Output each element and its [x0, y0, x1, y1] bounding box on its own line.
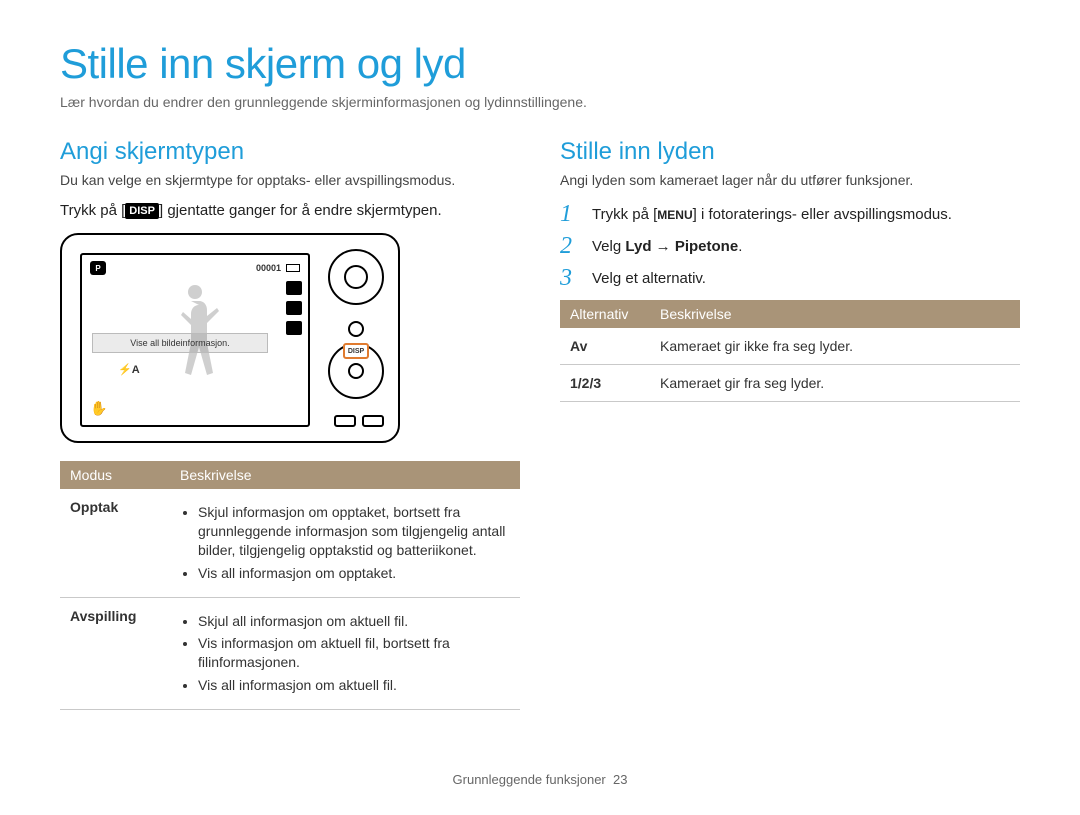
s2-b1: Lyd: [625, 238, 651, 255]
flash-label: A: [132, 364, 140, 376]
table-row: 1/2/3 Kameraet gir fra seg lyder.: [560, 365, 1020, 402]
step-text: Velg Lyd → Pipetone.: [592, 234, 742, 255]
left-heading: Angi skjermtypen: [60, 138, 520, 166]
list-item: Vis all informasjon om opptaket.: [198, 564, 510, 583]
step-3: 3 Velg et alternativ.: [560, 266, 1020, 290]
battery-icon: [286, 264, 300, 272]
page-footer: Grunnleggende funksjoner 23: [0, 772, 1080, 787]
step-number: 3: [560, 266, 580, 290]
step-2: 2 Velg Lyd → Pipetone.: [560, 234, 1020, 258]
instr-post: ] gjentatte ganger for å endre skjermtyp…: [159, 202, 442, 219]
optdesc-cell: Kameraet gir ikke fra seg lyder.: [650, 328, 1020, 365]
right-heading: Stille inn lyden: [560, 138, 1020, 166]
s1-pre: Trykk på [: [592, 206, 657, 223]
option-table: Alternativ Beskrivelse Av Kameraet gir i…: [560, 300, 1020, 402]
disp-button-highlight: DISP: [343, 343, 369, 359]
s2-post: .: [738, 238, 742, 255]
page-intro: Lær hvordan du endrer den grunnleggende …: [60, 94, 1020, 110]
bottom-button-1: [334, 415, 356, 427]
left-instruction: Trykk på [DISP] gjentatte ganger for å e…: [60, 202, 520, 219]
mode-icon: P: [90, 261, 106, 275]
right-column: Stille inn lyden Angi lyden som kameraet…: [560, 138, 1020, 710]
side-icon-3: [286, 321, 302, 335]
step-1: 1 Trykk på [MENU] i fotoraterings- eller…: [560, 202, 1020, 226]
opt-col-header: Alternativ: [560, 300, 650, 328]
table-row: Av Kameraet gir ikke fra seg lyder.: [560, 328, 1020, 365]
s1-post: ] i fotoraterings- eller avspillingsmodu…: [693, 206, 952, 223]
camera-illustration: P 00001 Vise all bildeinformasjon. ⚡A ✋: [60, 233, 400, 443]
list-item: Vis all informasjon om aktuell fil.: [198, 676, 510, 695]
side-icons: [286, 281, 302, 335]
optdesc-cell: Kameraet gir fra seg lyder.: [650, 365, 1020, 402]
instr-pre: Trykk på [: [60, 202, 125, 219]
desc-cell: Skjul informasjon om opptaket, bortsett …: [170, 489, 520, 597]
opt-cell: 1/2/3: [560, 365, 650, 402]
side-icon-1: [286, 281, 302, 295]
camera-screen: P 00001 Vise all bildeinformasjon. ⚡A ✋: [80, 253, 310, 427]
mode-cell: Avspilling: [60, 597, 170, 710]
desc-col-header: Beskrivelse: [170, 461, 520, 489]
opt-cell: Av: [560, 328, 650, 365]
desc-cell: Skjul all informasjon om aktuell fil. Vi…: [170, 597, 520, 710]
bottom-button-2: [362, 415, 384, 427]
left-sub: Du kan velge en skjermtype for opptaks- …: [60, 172, 520, 188]
list-item: Vis informasjon om aktuell fil, bortsett…: [198, 634, 510, 672]
menu-icon: MENU: [657, 208, 692, 222]
s2-pre: Velg: [592, 238, 625, 255]
step-text: Velg et alternativ.: [592, 266, 706, 287]
flash-icon: ⚡A: [118, 363, 140, 376]
mode-dial: [328, 249, 384, 305]
right-sub: Angi lyden som kameraet lager når du utf…: [560, 172, 1020, 188]
table-row: Opptak Skjul informasjon om opptaket, bo…: [60, 489, 520, 597]
bottom-buttons: [334, 415, 384, 427]
disp-icon: DISP: [125, 203, 159, 219]
screen-banner: Vise all bildeinformasjon.: [92, 333, 268, 353]
footer-page: 23: [613, 772, 627, 787]
list-item: Skjul informasjon om opptaket, bortsett …: [198, 503, 510, 560]
person-silhouette: [165, 277, 225, 387]
side-icon-2: [286, 301, 302, 315]
step-text: Trykk på [MENU] i fotoraterings- eller a…: [592, 202, 952, 223]
list-item: Skjul all informasjon om aktuell fil.: [198, 612, 510, 631]
step-number: 1: [560, 202, 580, 226]
dpad: DISP: [328, 343, 384, 399]
optdesc-col-header: Beskrivelse: [650, 300, 1020, 328]
s2-b2: Pipetone: [675, 238, 738, 255]
footer-section: Grunnleggende funksjoner: [453, 772, 606, 787]
s2-arrow: →: [652, 238, 675, 255]
counter: 00001: [256, 261, 300, 275]
table-row: Avspilling Skjul all informasjon om aktu…: [60, 597, 520, 710]
stabilizer-icon: ✋: [90, 400, 107, 417]
step-number: 2: [560, 234, 580, 258]
counter-value: 00001: [256, 263, 281, 273]
mode-col-header: Modus: [60, 461, 170, 489]
mode-table: Modus Beskrivelse Opptak Skjul informasj…: [60, 461, 520, 710]
left-column: Angi skjermtypen Du kan velge en skjermt…: [60, 138, 520, 710]
mode-cell: Opptak: [60, 489, 170, 597]
page-title: Stille inn skjerm og lyd: [60, 40, 1020, 88]
small-button: [348, 321, 364, 337]
